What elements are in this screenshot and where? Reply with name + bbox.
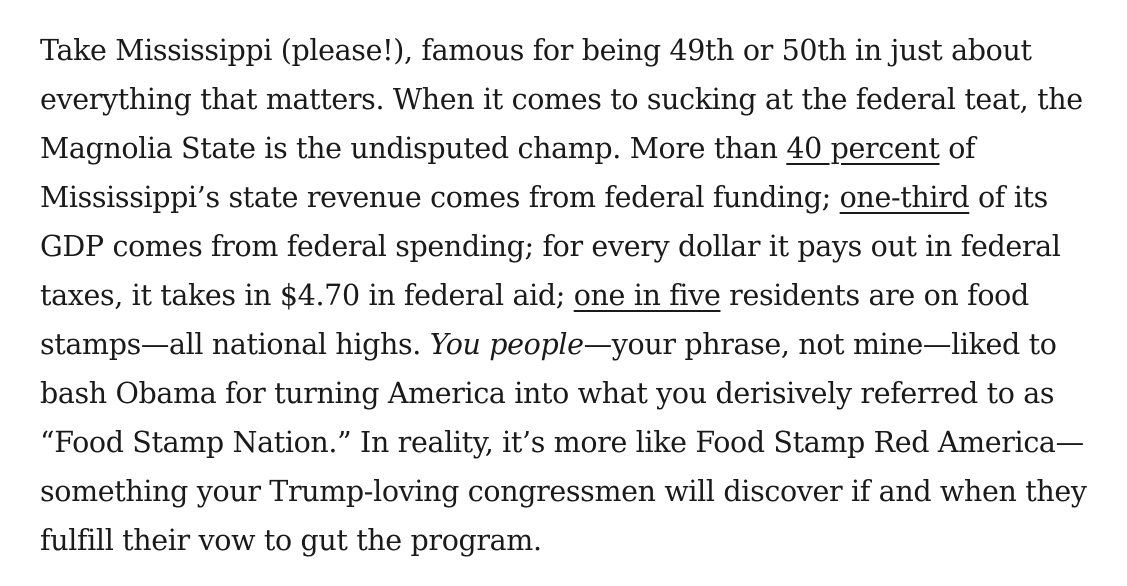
paragraph-text-5: —your phrase, not mine—liked to bash Oba… xyxy=(40,328,1087,557)
paragraph-text-1: Take Mississippi (please!), famous for b… xyxy=(40,34,1083,165)
link-one-in-five[interactable]: one in five xyxy=(573,279,721,312)
paragraph-text-3: of its GDP comes from federal spending; … xyxy=(40,181,1061,312)
link-one-third[interactable]: one-third xyxy=(839,181,970,214)
paragraph-text-4: residents are on food stamps—all nationa… xyxy=(40,279,1029,361)
emphasis-you-people: You people xyxy=(429,328,584,361)
paragraph-text-2: of Mississippi’s state revenue comes fro… xyxy=(40,132,976,214)
article-paragraph: Take Mississippi (please!), famous for b… xyxy=(40,26,1108,565)
link-40-percent[interactable]: 40 percent xyxy=(786,132,940,165)
